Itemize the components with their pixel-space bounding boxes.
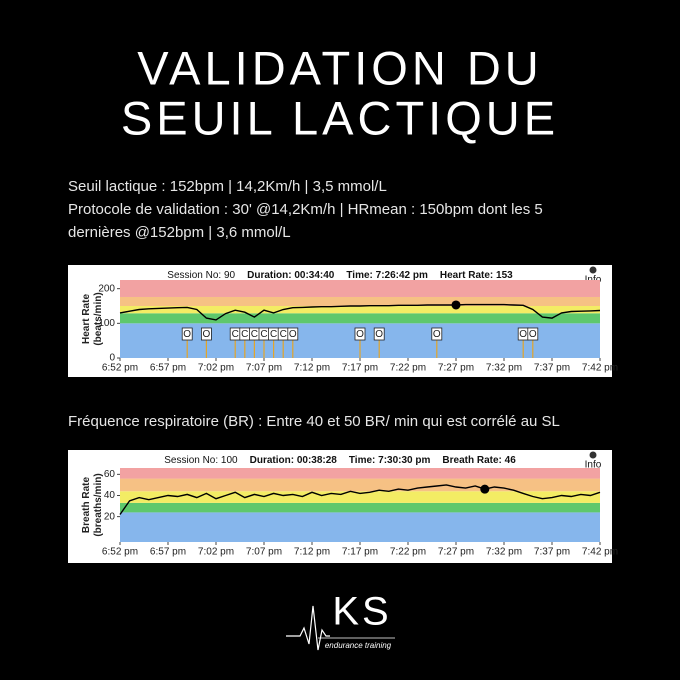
- info-icon: [589, 266, 597, 274]
- event-label: C: [241, 329, 248, 340]
- event-box: [373, 327, 385, 341]
- x-tick-label: 7:22 pm: [390, 363, 426, 374]
- x-tick-label: 6:57 pm: [150, 547, 186, 558]
- text-line: Protocole de validation : 30' @14,2Km/h …: [68, 201, 543, 218]
- zone-band: [120, 306, 600, 314]
- header-item: Heart Rate: 153: [440, 270, 513, 281]
- header-item: Breath Rate: 46: [442, 455, 516, 466]
- br-note: Fréquence respiratoire (BR) : Entre 40 e…: [68, 413, 560, 430]
- x-tick-label: 7:17 pm: [342, 363, 378, 374]
- x-tick-label: 7:07 pm: [246, 363, 282, 374]
- event-label: C: [251, 329, 258, 340]
- event-box: [431, 327, 443, 341]
- text-line: Seuil lactique : 152bpm | 14,2Km/h | 3,5…: [68, 178, 387, 195]
- current-point: [451, 300, 461, 310]
- event-box: [181, 327, 193, 341]
- event-label: O: [203, 329, 211, 340]
- logo-tagline: endurance training: [325, 641, 392, 650]
- x-tick-label: 7:27 pm: [438, 363, 474, 374]
- x-tick-label: 7:02 pm: [198, 547, 234, 558]
- x-tick-label: 7:42 pm: [582, 363, 618, 374]
- event-label: C: [270, 329, 277, 340]
- logo-pulse: [286, 605, 330, 651]
- event-label: O: [529, 329, 537, 340]
- y-axis-title: Breath Rate(breaths/min): [81, 473, 104, 536]
- event-label: O: [356, 329, 364, 340]
- header-item: Time: 7:26:42 pm: [346, 270, 428, 281]
- zone-band: [120, 313, 600, 324]
- x-tick-label: 6:52 pm: [102, 363, 138, 374]
- chart-header: Session No: 90 Duration: 00:34:40 Time: 7:…: [167, 270, 513, 281]
- event-label: C: [260, 329, 267, 340]
- data-line: [119, 303, 601, 321]
- y-tick-label: 20: [104, 511, 116, 522]
- event-label: O: [433, 329, 441, 340]
- x-tick-label: 6:52 pm: [102, 547, 138, 558]
- header-item: Session No: 90: [167, 270, 235, 281]
- header-item: Time: 7:30:30 pm: [349, 455, 431, 466]
- zone-band: [120, 280, 600, 297]
- info-label: Info: [585, 460, 602, 471]
- y-tick-label: 60: [104, 469, 116, 480]
- header-item: Duration: 00:34:40: [247, 270, 335, 281]
- title-line: VALIDATION DU: [137, 41, 542, 94]
- header-item: Duration: 00:38:28: [250, 455, 338, 466]
- x-tick-label: 7:02 pm: [198, 363, 234, 374]
- x-tick-label: 7:37 pm: [534, 363, 570, 374]
- y-tick-label: 200: [98, 283, 115, 294]
- event-label: O: [519, 329, 527, 340]
- event-label: O: [375, 329, 383, 340]
- zone-band: [120, 478, 600, 492]
- chart-header: Session No: 100 Duration: 00:38:28 Time: 7…: [164, 455, 516, 466]
- event-label: O: [183, 329, 191, 340]
- event-label: C: [280, 329, 287, 340]
- zone-band: [120, 468, 600, 479]
- x-tick-label: 7:07 pm: [246, 547, 282, 558]
- x-tick-label: 7:12 pm: [294, 547, 330, 558]
- x-tick-label: 7:37 pm: [534, 547, 570, 558]
- title-line: SEUIL LACTIQUE: [121, 91, 559, 144]
- event-box: [287, 327, 299, 341]
- zone-band: [120, 512, 600, 542]
- x-tick-label: 7:42 pm: [582, 547, 618, 558]
- logo-mark: KS: [332, 590, 391, 634]
- x-tick-label: 7:27 pm: [438, 547, 474, 558]
- y-tick-label: 0: [109, 353, 115, 364]
- info-icon: [589, 451, 597, 459]
- x-tick-label: 7:32 pm: [486, 363, 522, 374]
- y-tick-label: 40: [104, 490, 116, 501]
- header-item: Session No: 100: [164, 455, 238, 466]
- event-box: [354, 327, 366, 341]
- zone-band: [120, 296, 600, 306]
- event-box: [200, 327, 212, 341]
- current-point: [480, 484, 490, 494]
- y-axis-title-line: Heart Rate: [81, 294, 92, 344]
- x-tick-label: 7:12 pm: [294, 363, 330, 374]
- y-axis-title-line: Breath Rate: [81, 477, 92, 534]
- x-tick-label: 7:22 pm: [390, 547, 426, 558]
- event-label: C: [232, 329, 239, 340]
- y-axis-title-line: (beats/min): [93, 292, 104, 345]
- zone-band: [120, 491, 600, 503]
- event-box: [527, 327, 539, 341]
- zone-band: [120, 502, 600, 513]
- y-tick-label: 100: [98, 318, 115, 329]
- x-tick-label: 7:32 pm: [486, 547, 522, 558]
- y-axis-title-line: (breaths/min): [93, 473, 104, 536]
- data-line: [119, 484, 601, 515]
- event-label: O: [289, 329, 297, 340]
- y-axis-title: Heart Rate(beats/min): [81, 292, 104, 345]
- text-line: dernières @152bpm | 3,6 mmol/L: [68, 224, 291, 241]
- x-tick-label: 7:17 pm: [342, 547, 378, 558]
- x-tick-label: 6:57 pm: [150, 363, 186, 374]
